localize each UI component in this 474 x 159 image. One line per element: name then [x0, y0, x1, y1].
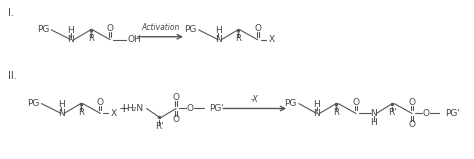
Text: N: N: [68, 35, 74, 44]
Text: O: O: [254, 24, 261, 33]
Text: PG': PG': [445, 109, 460, 118]
Text: R̈: R̈: [235, 34, 241, 43]
Text: PG': PG': [210, 104, 224, 113]
Text: X: X: [110, 109, 117, 118]
Text: H: H: [68, 26, 74, 35]
Text: O: O: [173, 93, 180, 102]
Text: N: N: [370, 109, 377, 118]
Text: O: O: [107, 24, 114, 33]
Text: Activation: Activation: [141, 23, 180, 32]
Text: I.: I.: [8, 8, 14, 18]
Text: O: O: [97, 98, 104, 107]
Text: PG: PG: [284, 99, 297, 108]
Text: R': R': [155, 122, 164, 131]
Text: +: +: [118, 102, 129, 115]
Text: R̈: R̈: [88, 34, 93, 43]
Text: H: H: [58, 100, 64, 109]
Text: N: N: [215, 35, 222, 44]
Text: N: N: [58, 109, 64, 118]
Text: N: N: [313, 109, 320, 118]
Text: H: H: [215, 26, 222, 35]
Text: O: O: [409, 98, 415, 107]
Text: PG: PG: [27, 99, 39, 108]
Text: R̈: R̈: [78, 108, 84, 117]
Text: R̈: R̈: [333, 108, 339, 117]
Text: H₂N: H₂N: [127, 104, 144, 113]
Text: H: H: [313, 100, 320, 109]
Text: X: X: [268, 35, 274, 44]
Text: PG: PG: [37, 25, 49, 34]
Text: H: H: [370, 118, 377, 127]
Text: O: O: [422, 109, 429, 118]
Text: O: O: [409, 120, 415, 129]
Text: O: O: [173, 115, 180, 124]
Text: -X: -X: [251, 95, 258, 104]
Text: OH: OH: [128, 35, 142, 44]
Text: O: O: [352, 98, 359, 107]
Text: O: O: [186, 104, 193, 113]
Text: PG: PG: [184, 25, 197, 34]
Text: II.: II.: [8, 71, 17, 81]
Text: R': R': [388, 108, 397, 117]
